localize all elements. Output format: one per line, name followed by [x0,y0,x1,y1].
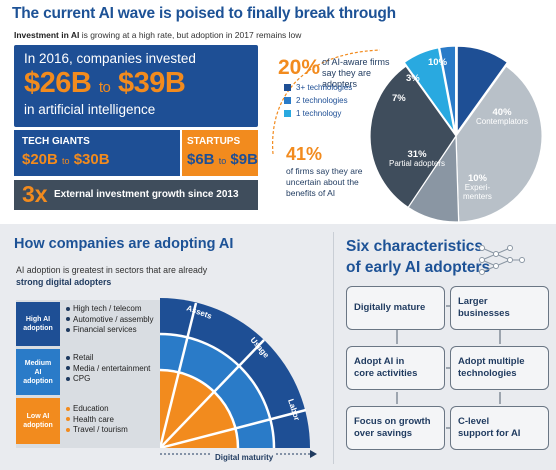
legend-swatch [284,97,291,104]
pie-label-3: 3% [406,73,420,84]
pie-slice-contemplators [455,65,543,223]
investment-box: In 2016, companies invested $26B to $39B… [14,45,258,127]
maturity-axis [160,450,317,458]
growth-multiplier: 3x [22,181,48,207]
list-item: CPG [66,374,160,385]
row-list-low: Education Health care Travel / tourism [62,404,160,436]
subtitle-bold: Investment in AI [14,30,80,40]
legend-label: 1 technology [296,109,342,118]
startups-high: $9B [230,151,258,168]
pie-slice-partial [369,65,457,209]
adopt-sub-line2: strong digital adopters [16,277,112,287]
pie-label-experimenters: 10% Experi-menters [463,173,492,201]
investment-intro: In 2016, companies invested [24,51,196,66]
growth-text: External investment growth since 2013 [54,189,239,200]
row-list-medium: Retail Media / entertainment CPG [62,353,160,385]
network-icon [479,245,525,275]
pct-aware-text: of AI-aware firms say they are adopters [322,57,390,89]
pie-legend: 3+ technologies 2 technologies 1 technol… [284,83,352,118]
investment-to: to [98,79,111,96]
arc-separators [160,302,307,448]
list-item: Media / entertainment [66,364,160,375]
list-item: Retail [66,353,160,364]
pct-aware: 20% [278,56,321,79]
pie-label-contemplators: 40% Contemplators [476,107,529,126]
subtitle-rest: is growing at a high rate, but adoption … [79,30,302,40]
tech-giants-box: TECH GIANTS $20B to $30B [14,130,180,176]
six-title: Six characteristics of early AI adopters [346,236,490,278]
investment-low: $26B [24,67,92,99]
startups-value: $6B to $9B [187,151,258,168]
growth-box: 3x External investment growth since 2013 [14,180,258,210]
tech-giants-low: $20B [22,151,58,168]
subtitle: Investment in AI is growing at a high ra… [14,30,301,40]
characteristic-box: Adopt AI in core activities [346,346,445,390]
six-title-line2: of early AI adopters [346,259,491,276]
digital-maturity-label: Digital maturity [212,453,277,462]
page-title: The current AI wave is poised to finally… [12,5,396,22]
adopt-title: How companies are adopting AI [14,236,234,252]
digital-maturity-arcs: Assets Usage Labor [160,298,310,448]
list-item: High tech / telecom [66,304,160,315]
startups-box: STARTUPS $6B to $9B [182,130,258,176]
characteristic-box: Larger businesses [450,286,549,330]
list-item: Travel / tourism [66,425,160,436]
pie-label-partial: 31% Partial adopters [389,149,446,168]
row-label-low: Low AI adoption [16,398,60,444]
top-section: The current AI wave is poised to finally… [0,0,556,224]
adopt-subtitle: AI adoption is greatest in sectors that … [16,264,207,288]
pie-slice-2tech [438,45,457,133]
legend-label: 2 technologies [296,96,348,105]
legend-item: 3+ technologies [284,83,352,92]
list-item: Automotive / assembly [66,315,160,326]
list-item: Financial services [66,325,160,336]
startups-low: $6B [187,151,215,168]
adoption-pie [369,45,543,223]
section-divider [333,232,334,464]
pct-uncertain-text: of firms say they are uncertain about th… [286,166,363,198]
list-item: Education [66,404,160,415]
six-title-line1: Six characteristics [346,238,484,255]
characteristic-box: C-level support for AI [450,406,549,450]
legend-item: 1 technology [284,109,352,118]
row-label-high: High AI adoption [16,302,60,346]
legend-item: 2 technologies [284,96,352,105]
investment-high: $39B [117,67,186,99]
legend-swatch [284,110,291,117]
pie-slice-1tech [403,47,456,133]
characteristics-connectors [396,305,501,429]
adopt-sub-line1: AI adoption is greatest in sectors that … [16,265,208,275]
tech-giants-label: TECH GIANTS [22,136,90,147]
pct-uncertain: 41% [286,144,323,164]
dashed-curve [272,49,381,155]
pie-label-10a: 10% [428,57,448,68]
pie-label-7: 7% [392,93,406,104]
startups-to: to [218,156,227,166]
legend-swatch [284,84,291,91]
characteristic-box: Focus on growth over savings [346,406,445,450]
investment-amount: $26B to $39B [24,67,186,100]
tech-giants-value: $20B to $30B [22,151,110,168]
legend-label: 3+ technologies [296,83,353,92]
tech-giants-high: $30B [73,151,110,168]
list-item: Health care [66,415,160,426]
pie-slice-3plus [456,45,509,135]
investment-outro: in artificial intelligence [24,102,156,117]
tech-giants-to: to [62,156,70,166]
row-list-high: High tech / telecom Automotive / assembl… [62,304,160,336]
characteristic-box: Digitally mature [346,286,445,330]
characteristic-box: Adopt multiple technologies [450,346,549,390]
startups-label: STARTUPS [187,136,241,147]
row-label-medium: Medium AI adoption [16,349,60,395]
